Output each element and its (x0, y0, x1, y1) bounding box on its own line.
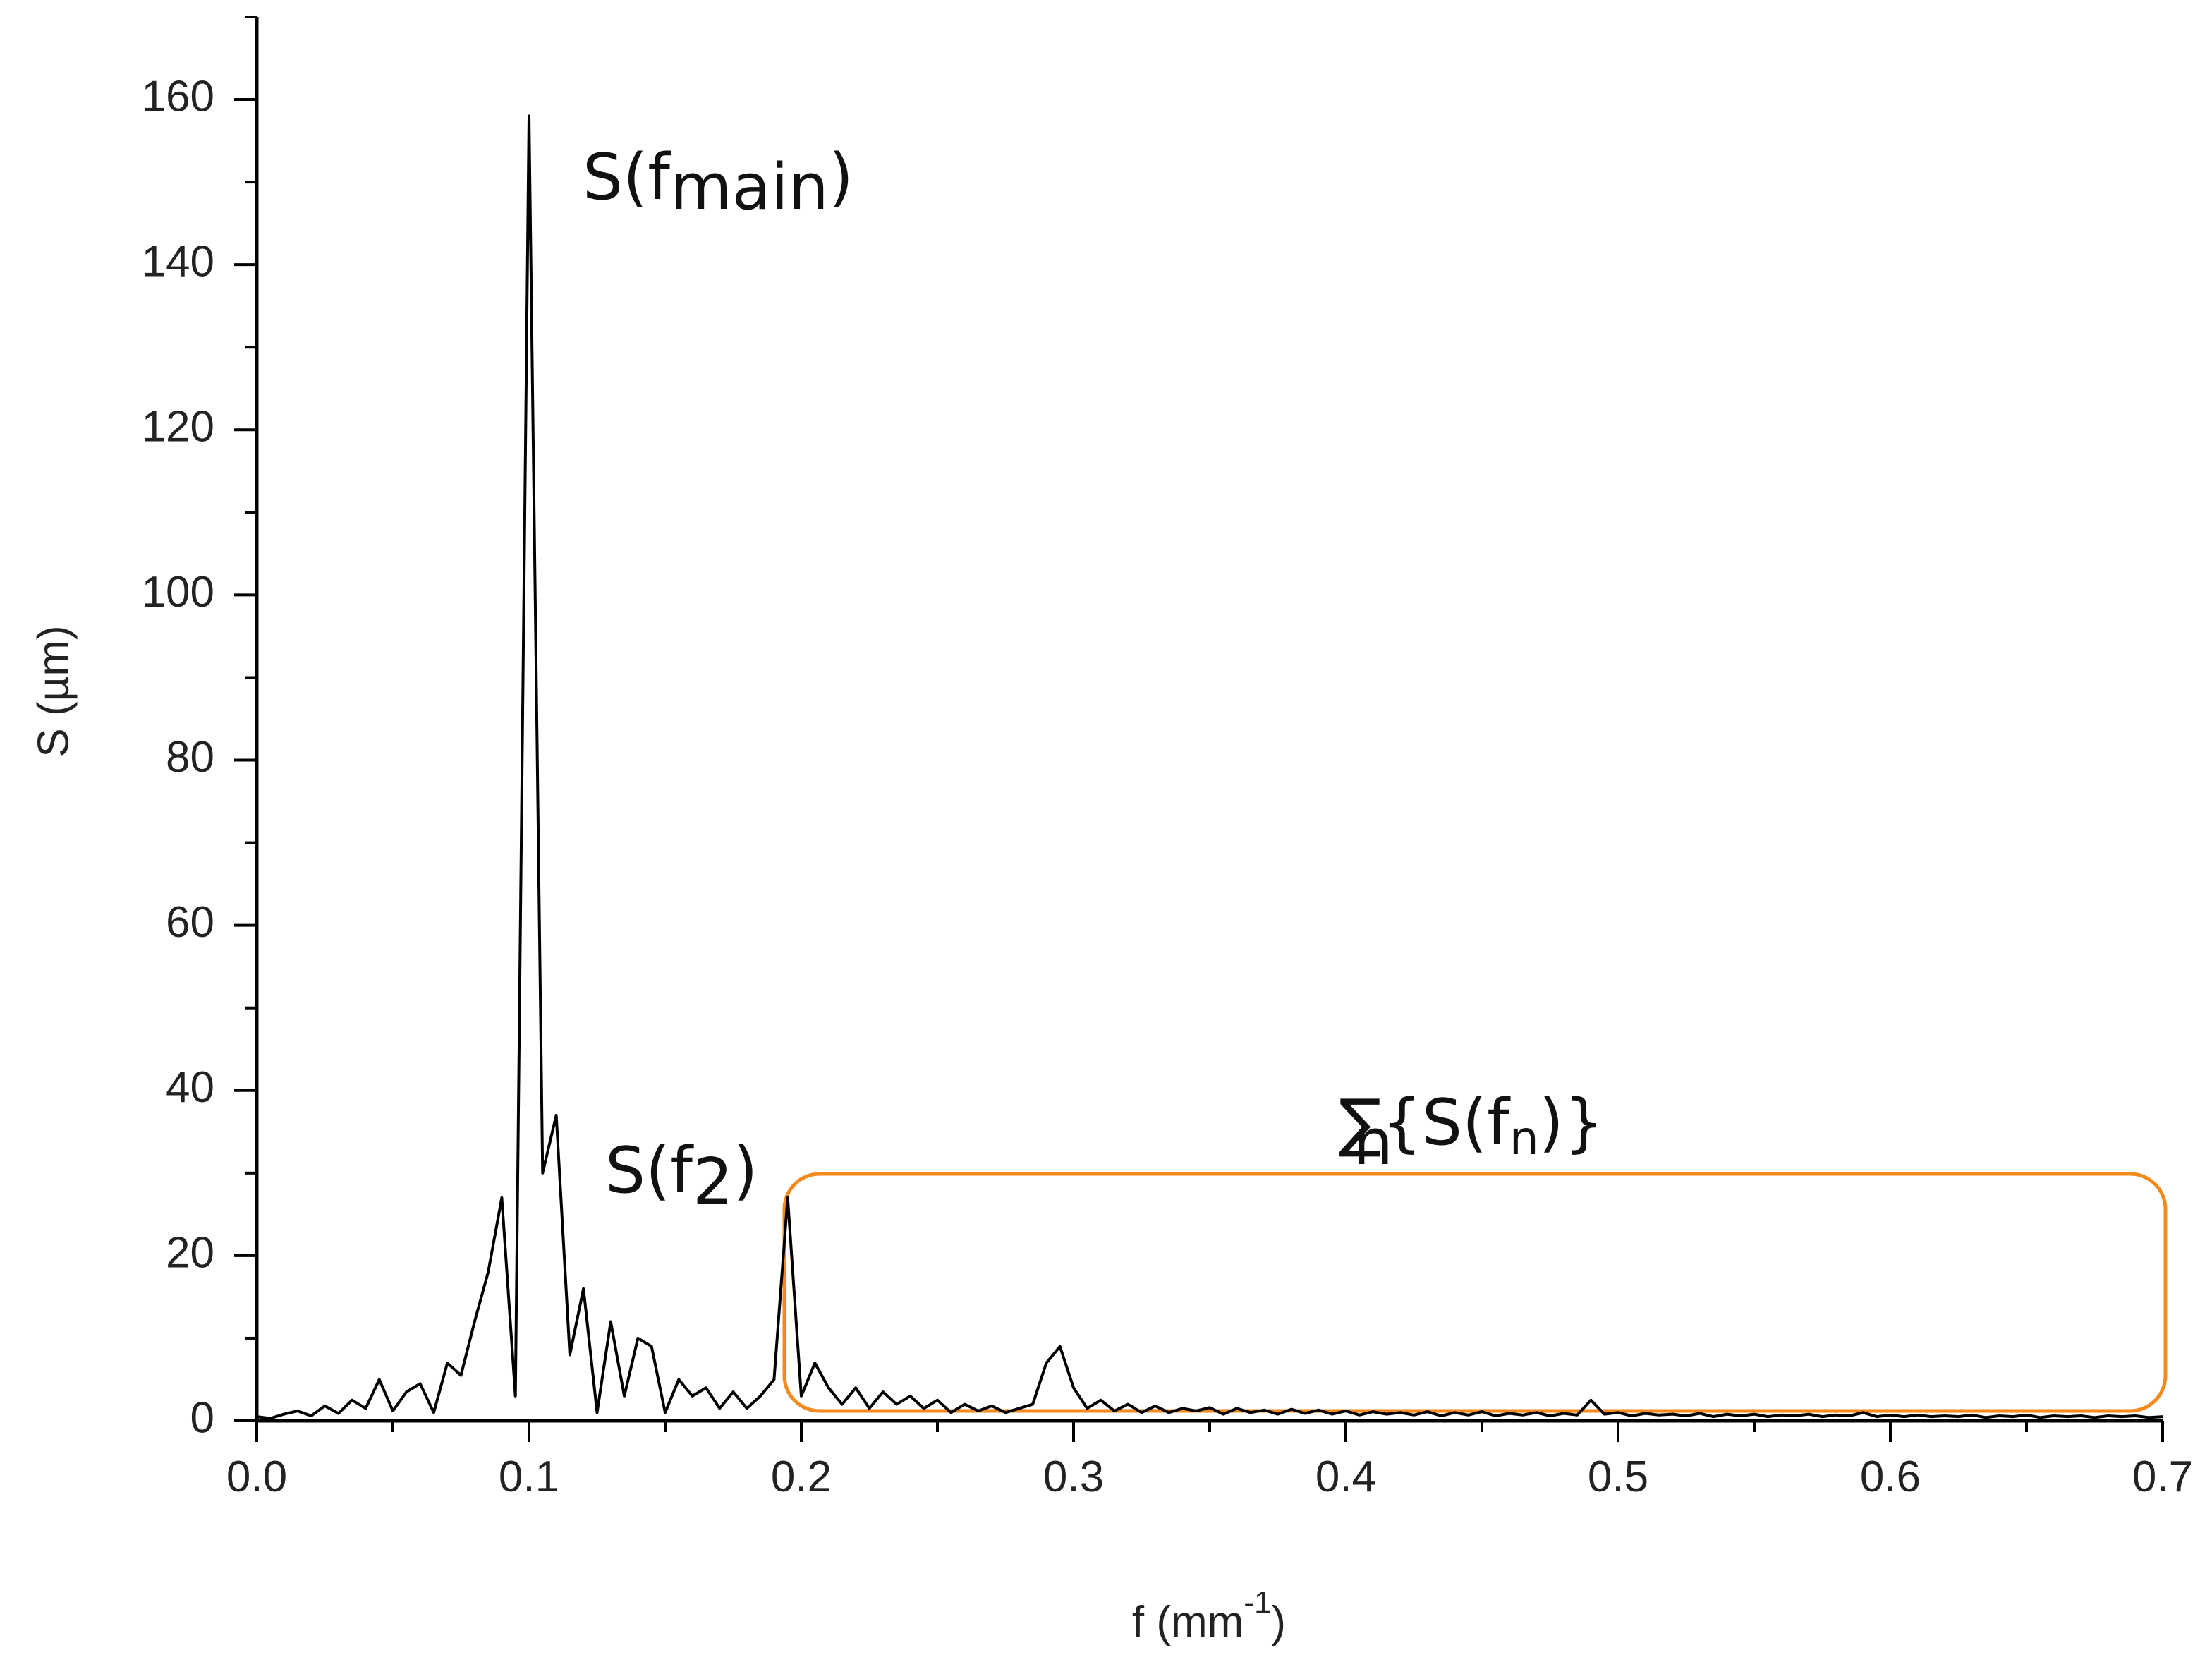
annotation-sub: 2 (693, 1145, 733, 1219)
x-tick-label: 0.1 (499, 1453, 559, 1501)
annotation: ∑{S(fn)} (1339, 1086, 1604, 1165)
y-tick-label: 40 (166, 1063, 214, 1112)
x-tick-label: 0.7 (2132, 1453, 2193, 1501)
x-label-sup: -1 (1244, 1585, 1271, 1620)
x-tick-label: 0.0 (226, 1453, 287, 1501)
x-tick-label: 0.6 (1860, 1453, 1921, 1501)
annotation-sub: n (1509, 1111, 1539, 1165)
x-label-end: ) (1271, 1598, 1286, 1647)
x-tick-label: 0.2 (771, 1453, 832, 1501)
annotation-end: )} (1539, 1086, 1604, 1160)
y-tick-label: 0 (190, 1393, 214, 1442)
annotation-group: ∑{S(fn)} n (782, 1086, 2168, 1413)
y-tick-label: 20 (166, 1228, 214, 1277)
y-tick-label: 60 (166, 898, 214, 947)
x-tick-label: 0.3 (1043, 1453, 1104, 1501)
annotation-text: S(f (583, 140, 672, 214)
x-tick-label: 0.5 (1588, 1453, 1648, 1501)
annotation-symbol-sub: n (1353, 1105, 1393, 1180)
y-tick-label: 100 (142, 568, 214, 617)
data-line (256, 114, 2163, 1420)
y-tick-label: 80 (166, 733, 214, 782)
annotation: S(fmain) (583, 140, 853, 224)
annotation-end: ) (733, 1134, 758, 1208)
x-axis-label: f (mm-1) (1132, 1585, 1286, 1647)
annotation-text: {S(f (1382, 1086, 1512, 1160)
x-tick-label: 0.4 (1315, 1453, 1376, 1501)
annotation-text: S(f (605, 1134, 694, 1208)
annotation-end: ) (829, 140, 853, 214)
annotation-sub: main (670, 150, 829, 224)
annotation-box (782, 1172, 2168, 1413)
annotation: S(f2) (605, 1134, 758, 1219)
x-label-text: f (mm (1132, 1598, 1244, 1647)
y-axis-label: S (µm) (29, 625, 78, 757)
y-tick-label: 160 (142, 72, 214, 121)
annotation-symbol: ∑ (1339, 1086, 1382, 1160)
y-tick-label: 120 (142, 403, 214, 451)
y-tick-label: 140 (142, 238, 214, 286)
